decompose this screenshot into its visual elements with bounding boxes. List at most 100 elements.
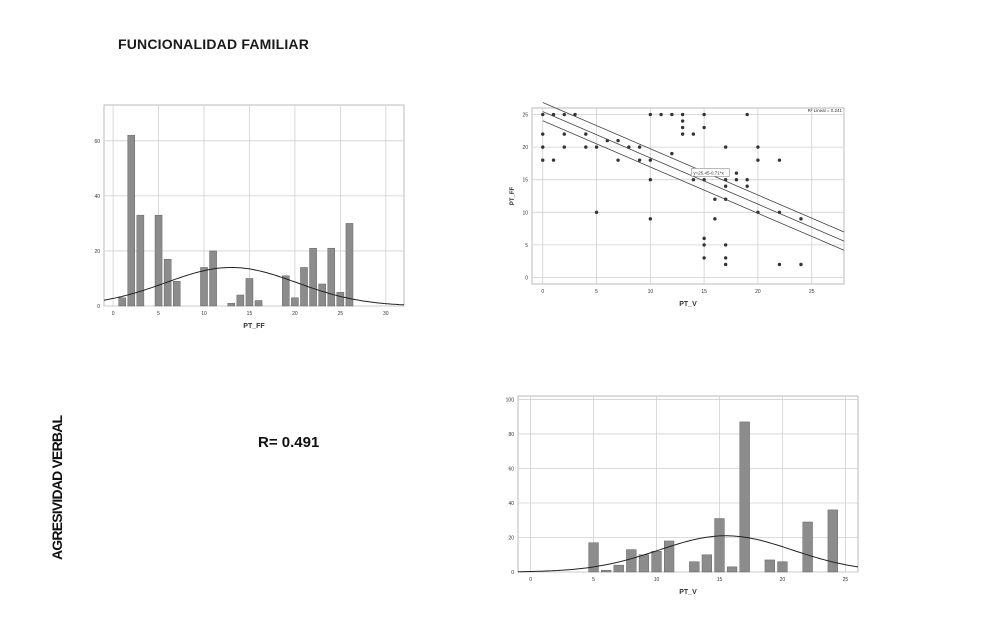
histogram-bar <box>254 300 263 307</box>
histogram-bar <box>127 135 136 307</box>
scatter-point <box>756 158 760 162</box>
histogram-bar <box>651 551 662 573</box>
histogram-bar <box>613 564 624 573</box>
x-tick-label: 5 <box>595 289 598 295</box>
scatter-point <box>702 243 706 247</box>
histogram-bar <box>318 283 326 307</box>
histogram-bar <box>345 223 354 307</box>
x-tick-label: 30 <box>383 311 389 317</box>
plot-frame <box>517 395 859 573</box>
x-tick-label: 20 <box>780 577 786 583</box>
scatter-point <box>723 256 728 260</box>
histogram-bar <box>136 214 145 307</box>
histogram-bar <box>163 258 172 307</box>
histogram-bar <box>300 267 308 307</box>
x-tick-label: 25 <box>843 577 849 583</box>
scatter-point <box>648 158 653 162</box>
scatter-point <box>723 145 728 149</box>
x-tick-label: 0 <box>541 289 544 295</box>
scatter-point <box>702 125 706 130</box>
histogram-bar <box>689 561 700 573</box>
histogram-pt-v-chart: 0 5 10 15 20 25 0 20 40 60 80 100 PT_V <box>506 395 859 596</box>
scatter-point <box>745 184 749 188</box>
scatter-point <box>691 132 696 136</box>
scatter-point <box>799 262 803 267</box>
y-tick-label: 25 <box>522 113 528 119</box>
scatter-point <box>745 178 749 182</box>
scatter-point <box>541 112 545 117</box>
scatter-point <box>713 197 717 201</box>
histogram-bar <box>227 303 236 307</box>
scatter-point <box>702 112 706 117</box>
x-tick-label: 5 <box>592 577 595 583</box>
y-tick-label: 0 <box>97 304 100 310</box>
y-tick-label: 15 <box>522 178 528 184</box>
x-tick-label: 25 <box>809 289 815 295</box>
scatter-point <box>680 132 685 136</box>
x-tick-label: 10 <box>648 289 654 295</box>
page-title: FUNCIONALIDAD FAMILIAR <box>118 36 310 52</box>
scatter-point <box>541 158 545 162</box>
histogram-bar <box>154 214 163 307</box>
y-tick-label: 60 <box>508 466 514 472</box>
histogram-bar <box>764 559 775 573</box>
y-tick-label: 20 <box>522 145 528 151</box>
scatter-point <box>562 112 566 117</box>
histogram-bar <box>200 267 208 307</box>
normal-curve <box>103 267 405 306</box>
x-tick-label: 25 <box>338 311 344 317</box>
y-tick-label: 80 <box>508 432 514 438</box>
scatter-point <box>723 184 728 188</box>
scatter-point <box>680 119 685 123</box>
y-tick-label: 100 <box>506 397 515 403</box>
y-tick-label: 0 <box>525 275 528 281</box>
histogram-bar <box>118 297 126 307</box>
x-tick-label: 0 <box>112 311 115 317</box>
scatter-point <box>734 178 739 182</box>
normal-curve <box>518 535 859 573</box>
histogram-bar <box>802 521 813 573</box>
scatter-point <box>594 210 599 214</box>
x-tick-label: 15 <box>701 289 707 295</box>
scatter-point <box>648 217 653 221</box>
histogram-bar <box>336 292 345 307</box>
scatter-point <box>691 178 696 182</box>
scatter-point <box>541 132 545 136</box>
scatter-point <box>777 262 782 267</box>
scatter-point <box>670 112 674 117</box>
histogram-bar <box>739 421 750 573</box>
histogram-bar <box>726 566 738 573</box>
scatter-point <box>670 151 674 156</box>
scatter-point <box>648 178 653 182</box>
scatter-point <box>616 138 620 143</box>
x-axis-label: PT_V <box>679 301 697 308</box>
histogram-bar <box>327 247 336 307</box>
side-label: AGRESIVIDAD VERBAL <box>49 415 65 560</box>
scatter-point <box>723 243 728 247</box>
histogram-bar <box>701 554 713 573</box>
y-tick-label: 10 <box>522 210 528 216</box>
histogram-bar <box>626 549 637 573</box>
histogram-bar <box>714 518 725 573</box>
histogram-bar <box>309 247 317 307</box>
scatter-point <box>734 171 739 175</box>
scatter-point <box>723 262 728 267</box>
scatter-point <box>702 256 706 260</box>
scatter-point <box>702 236 706 241</box>
scatter-point <box>616 158 620 162</box>
y-tick-label: 20 <box>94 249 100 255</box>
fit-equation: y=25.45-0.71*x <box>693 170 724 175</box>
histogram-bar <box>588 542 599 573</box>
histogram-bar <box>291 297 299 307</box>
histogram-bar <box>172 281 181 307</box>
y-tick-label: 5 <box>525 243 528 249</box>
x-tick-label: 10 <box>201 311 207 317</box>
scatter-point <box>573 112 577 117</box>
plot-frame <box>531 107 845 285</box>
x-tick-label: 5 <box>157 311 160 317</box>
histogram-pt-ff-chart: 0 5 10 15 20 25 30 0 20 40 60 PT_FF <box>94 104 405 330</box>
scatter-point <box>659 112 663 117</box>
plot-frame <box>103 104 405 307</box>
histogram-bar <box>209 250 217 307</box>
scatter-point <box>637 145 642 149</box>
